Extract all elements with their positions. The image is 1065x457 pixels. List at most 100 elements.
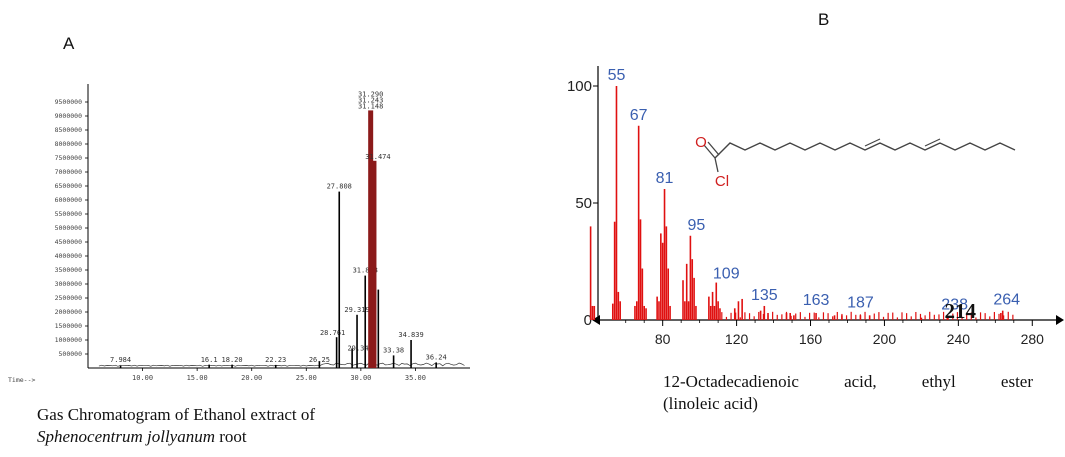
gc-peak xyxy=(356,314,358,368)
gc-y-tick-label: 500000 xyxy=(59,350,83,358)
ms-peak-label: 55 xyxy=(608,67,626,84)
gc-y-tick-label: 6500000 xyxy=(55,182,82,190)
gc-peak xyxy=(351,348,353,368)
gc-peak xyxy=(231,364,233,368)
gc-y-tick-label: 4500000 xyxy=(55,238,82,246)
ms-caption-line1: 12-Octadecadienoic acid, ethyl ester xyxy=(663,372,1033,391)
ms-peak-label: 109 xyxy=(713,266,740,283)
ms-peak-label: 135 xyxy=(751,287,778,304)
gc-peak-label: 22.23 xyxy=(265,356,286,364)
gc-y-tick-label: 1500000 xyxy=(55,322,82,330)
gc-cluster-label: 31.148 xyxy=(358,102,383,110)
gc-peak xyxy=(377,289,380,368)
ms-caption-line2: (linoleic acid) xyxy=(663,394,758,413)
gc-y-tick-label: 5500000 xyxy=(55,210,82,218)
ms-x-tick-label: 160 xyxy=(799,331,823,347)
gc-peak xyxy=(274,364,277,368)
gc-x-axis-label: Time--> xyxy=(8,376,35,384)
gc-cluster-label: 31.290 xyxy=(358,90,383,98)
gc-peak-label: 31.474 xyxy=(365,153,390,161)
gc-peak-label: 36.24 xyxy=(426,353,447,361)
gc-y-tick-label: 9000000 xyxy=(55,112,82,120)
gc-peak xyxy=(364,275,367,368)
molecule-carbonyl-bond xyxy=(707,141,720,156)
gc-y-tick-label: 6000000 xyxy=(55,196,82,204)
gc-peak xyxy=(392,355,395,368)
ms-peak-label: 163 xyxy=(803,292,830,309)
gc-cluster-label: 31.243 xyxy=(358,96,383,104)
molecule-double-bond xyxy=(924,138,941,147)
ms-y-tick-label: 0 xyxy=(584,312,592,329)
gc-caption-line2: Sphenocentrum jollyanum root xyxy=(37,426,315,448)
gc-y-tick-label: 9500000 xyxy=(55,98,82,106)
gc-y-tick-label: 2500000 xyxy=(55,294,82,302)
gc-x-tick-label: 30.00 xyxy=(350,374,371,382)
gc-y-tick-label: 8000000 xyxy=(55,140,82,148)
gc-peak-label: 28.761 xyxy=(320,329,345,337)
molecule-cl-bond xyxy=(714,157,719,173)
gc-y-tick-label: 4000000 xyxy=(55,252,82,260)
ms-overlay-label: 214 xyxy=(944,299,976,323)
gc-y-tick-label: 7500000 xyxy=(55,154,82,162)
ms-peak-label: 67 xyxy=(630,107,648,124)
gc-y-tick-label: 1000000 xyxy=(55,336,82,344)
molecule-oxygen: O xyxy=(695,134,707,151)
gc-y-tick-label: 8500000 xyxy=(55,126,82,134)
gc-peak-label: 33.38 xyxy=(383,346,404,354)
gc-peak xyxy=(208,364,210,368)
ms-y-tick-label: 100 xyxy=(567,78,592,95)
species-name: Sphenocentrum jollyanum xyxy=(37,427,215,446)
gc-caption-line1: Gas Chromatogram of Ethanol extract of xyxy=(37,405,316,424)
ms-x-arrow-right xyxy=(1056,315,1064,325)
ms-x-tick-label: 240 xyxy=(947,331,971,347)
panel-a-letter: A xyxy=(63,34,75,53)
gc-peak xyxy=(318,361,321,368)
molecule-chain xyxy=(714,142,1016,159)
gc-x-tick-label: 35.00 xyxy=(405,374,426,382)
gc-caption: Gas Chromatogram of Ethanol extract of S… xyxy=(37,404,315,448)
ms-peak-label: 187 xyxy=(847,294,874,311)
gc-y-tick-label: 3500000 xyxy=(55,266,82,274)
gc-peak xyxy=(371,160,377,368)
ms-peak-label: 95 xyxy=(688,217,706,234)
gc-peak xyxy=(368,110,374,369)
gc-x-tick-label: 15.00 xyxy=(187,374,208,382)
gc-peak-label: 16.1 xyxy=(201,356,218,364)
gc-peak xyxy=(410,340,412,368)
ms-caption: 12-Octadecadienoic acid, ethyl ester (li… xyxy=(663,371,1033,415)
ms-x-tick-label: 120 xyxy=(725,331,749,347)
molecule-double-bond xyxy=(864,138,881,147)
molecule-carbonyl-bond xyxy=(703,144,716,159)
molecule-chlorine: Cl xyxy=(715,173,729,190)
gc-peak-label: 34.839 xyxy=(398,331,423,339)
ms-peak-label: 81 xyxy=(656,170,674,187)
ms-peak-label: 238 xyxy=(941,296,968,313)
ms-x-tick-label: 80 xyxy=(655,331,671,347)
ms-x-tick-label: 200 xyxy=(873,331,897,347)
gc-peak-label: 26.25 xyxy=(309,356,330,364)
gc-peak-label: 29.319 xyxy=(344,306,369,314)
gc-peak xyxy=(435,362,437,368)
gc-peak xyxy=(338,191,341,368)
gc-peak-label: 27.808 xyxy=(327,183,352,191)
gc-baseline xyxy=(98,362,465,367)
gc-peak-label: 29.344 xyxy=(347,344,372,352)
ms-peak-label: 264 xyxy=(993,292,1020,309)
ms-x-tick-label: 280 xyxy=(1021,331,1045,347)
gc-peak-label: 31.888 xyxy=(353,267,378,275)
gc-peak-label: 7.984 xyxy=(110,356,131,364)
gc-x-tick-label: 25.00 xyxy=(296,374,317,382)
gc-y-tick-label: 2000000 xyxy=(55,308,82,316)
gc-peak xyxy=(119,365,122,368)
gc-peak xyxy=(335,337,338,368)
gc-x-tick-label: 10.00 xyxy=(132,374,153,382)
gc-y-tick-label: 3000000 xyxy=(55,280,82,288)
ms-y-tick-label: 50 xyxy=(575,195,592,212)
gc-y-tick-label: 5000000 xyxy=(55,224,82,232)
gc-y-tick-label: 7000000 xyxy=(55,168,82,176)
caption-root: root xyxy=(215,427,247,446)
gc-x-tick-label: 20.00 xyxy=(241,374,262,382)
gc-peak-label: 18.20 xyxy=(222,356,243,364)
panel-b-letter: B xyxy=(818,10,830,29)
